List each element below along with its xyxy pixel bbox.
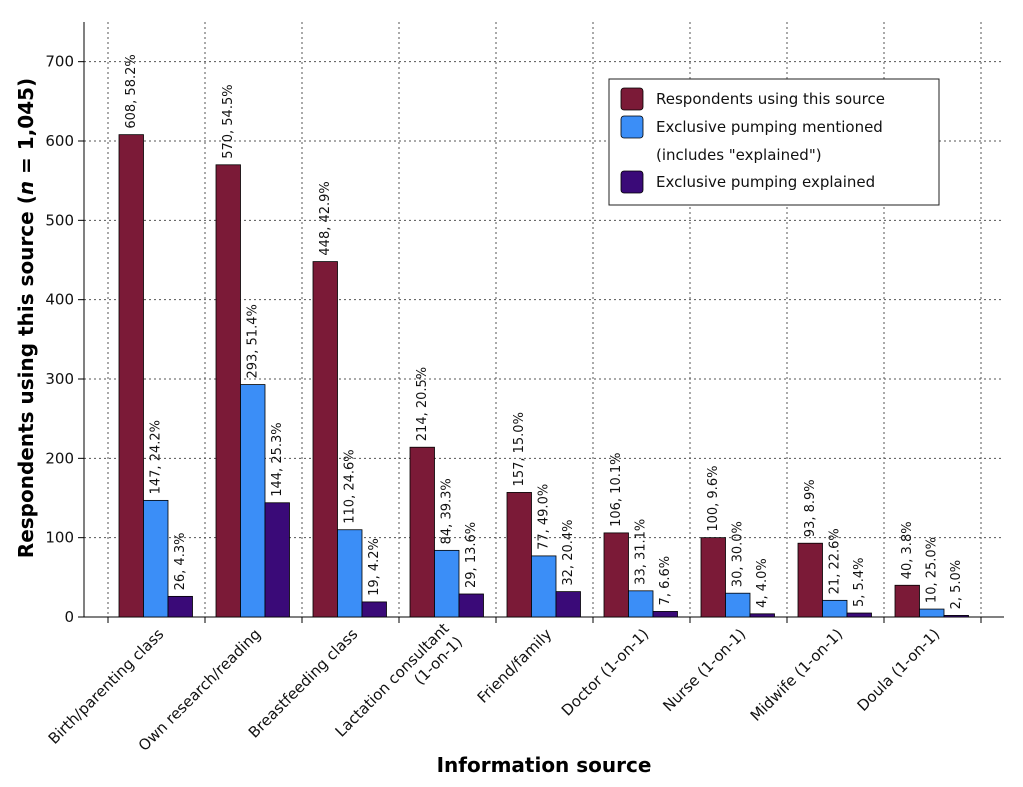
category-label: Doula (1-on-1)	[854, 625, 944, 715]
y-tick-label: 400	[45, 291, 74, 309]
data-label: 30, 30.0%	[731, 521, 746, 587]
data-label: 40, 3.8%	[900, 521, 915, 579]
bar	[118, 134, 144, 618]
y-tick-label: 600	[45, 132, 74, 150]
category-label-line: Doula (1-on-1)	[854, 625, 944, 715]
legend: Respondents using this source Exclusive p…	[608, 78, 940, 206]
data-label: 608, 58.2%	[124, 54, 139, 128]
legend-entry-line: Exclusive pumping mentioned	[656, 118, 883, 136]
legend-swatch	[620, 87, 644, 111]
bar	[846, 612, 872, 618]
x-axis-title: Information source	[437, 753, 652, 777]
data-label: 77, 49.0%	[537, 484, 552, 550]
bar	[167, 595, 193, 618]
bar	[264, 502, 290, 618]
category-label: Nurse (1-on-1)	[659, 625, 749, 715]
bars	[118, 134, 969, 618]
legend-entry-line: Respondents using this source	[656, 90, 885, 108]
y-tick-label: 0	[64, 608, 74, 626]
category-label: Friend/family	[474, 625, 556, 707]
bar	[919, 608, 945, 618]
category-label-line: Nurse (1-on-1)	[659, 625, 749, 715]
legend-entry-line: Exclusive pumping explained	[656, 173, 875, 191]
category-label-line: Friend/family	[474, 625, 556, 707]
legend-swatch	[620, 170, 644, 194]
y-tick-label: 200	[45, 449, 74, 467]
category-label: Midwife (1-on-1)	[747, 625, 847, 725]
y-axis-title-n: n	[14, 181, 38, 195]
bar	[240, 384, 266, 618]
y-axis-title-rest: = 1,045)	[14, 78, 38, 181]
bar	[894, 584, 920, 618]
y-tick-label: 100	[45, 529, 74, 547]
data-label: 147, 24.2%	[149, 420, 164, 494]
data-label: 157, 15.0%	[512, 412, 527, 486]
data-label: 26, 4.3%	[173, 533, 188, 591]
data-label: 144, 25.3%	[270, 422, 285, 496]
bar	[943, 615, 969, 618]
bar	[628, 590, 654, 618]
bar	[603, 532, 629, 618]
bar	[725, 592, 751, 618]
category-label-line: Midwife (1-on-1)	[747, 625, 847, 725]
y-tick-label: 500	[45, 211, 74, 229]
category-label-line: Doctor (1-on-1)	[558, 625, 652, 719]
y-axis-title-main: Respondents using this source (	[14, 195, 38, 558]
bar	[337, 529, 363, 618]
data-label: 2, 5.0%	[949, 560, 964, 610]
bar	[215, 164, 241, 618]
bar	[361, 601, 387, 618]
bar	[822, 599, 848, 618]
data-label: 106, 10.1%	[609, 453, 624, 527]
category-label: Doctor (1-on-1)	[558, 625, 652, 719]
bar	[458, 593, 484, 618]
data-label: 32, 20.4%	[561, 520, 576, 586]
data-labels: 608, 58.2% 570, 54.5% 448, 42.9% 214, 20.5%…	[124, 54, 964, 609]
bar	[143, 499, 169, 618]
data-label: 5, 5.4%	[852, 557, 867, 607]
tick-labels: 0 100 200 300 400 500 600 700	[45, 53, 74, 626]
data-label: 570, 54.5%	[221, 84, 236, 158]
legend-swatch	[620, 115, 644, 139]
y-tick-label: 300	[45, 370, 74, 388]
bar	[409, 446, 435, 618]
data-label: 100, 9.6%	[706, 466, 721, 532]
data-label: 19, 4.2%	[367, 538, 382, 596]
y-axis-title: Respondents using this source (n = 1,045…	[14, 78, 38, 558]
data-label: 7, 6.6%	[658, 556, 673, 606]
bar	[555, 591, 581, 618]
bar	[652, 611, 678, 618]
y-tick-label: 700	[45, 53, 74, 71]
bar	[797, 542, 823, 618]
data-label: 10, 25.0%	[925, 537, 940, 603]
legend-entry: Exclusive pumping mentioned (includes "ex…	[656, 118, 883, 164]
bar	[700, 537, 726, 618]
data-label: 4, 4.0%	[755, 558, 770, 608]
legend-box	[608, 78, 940, 206]
grid	[84, 22, 1004, 617]
data-label: 84, 39.3%	[440, 478, 455, 544]
data-label: 33, 31.1%	[634, 519, 649, 585]
data-label: 293, 51.4%	[246, 304, 261, 378]
bar	[312, 261, 338, 618]
data-label: 448, 42.9%	[318, 181, 333, 255]
data-label: 21, 22.6%	[828, 528, 843, 594]
bar	[506, 492, 532, 618]
legend-entry-line: (includes "explained")	[656, 146, 822, 164]
bar	[434, 549, 460, 618]
data-label: 93, 8.9%	[803, 479, 818, 537]
data-label: 29, 13.6%	[464, 522, 479, 588]
bar	[531, 555, 557, 618]
legend-entry: Respondents using this source	[656, 90, 885, 108]
data-label: 214, 20.5%	[415, 367, 430, 441]
bar	[749, 613, 775, 618]
data-label: 110, 24.6%	[343, 449, 358, 523]
legend-entry: Exclusive pumping explained	[656, 173, 875, 191]
